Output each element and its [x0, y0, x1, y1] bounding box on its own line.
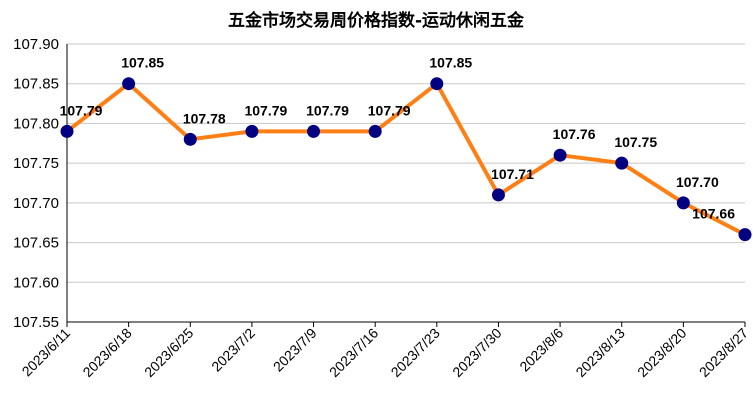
data-label: 107.76 [553, 126, 596, 142]
gridlines [67, 43, 745, 283]
series-polyline [65, 81, 746, 237]
y-tick-label: 107.55 [13, 314, 59, 331]
axes [66, 44, 745, 323]
data-label: 107.78 [183, 110, 226, 126]
data-label: 107.85 [429, 55, 472, 71]
x-tick-label: 2023/8/13 [572, 325, 628, 381]
data-point [553, 148, 567, 162]
x-tick-label: 2023/6/11 [18, 325, 73, 380]
y-axis-ticks: 107.55 107.60 107.65 107.70 107.75 107.80 107.… [13, 36, 59, 331]
y-tick-label: 107.85 [13, 76, 59, 93]
data-point [615, 156, 629, 170]
data-point [183, 132, 197, 146]
y-tick-label: 107.70 [13, 195, 59, 212]
data-label: 107.71 [491, 166, 534, 182]
data-point [307, 124, 321, 138]
data-label: 107.70 [676, 174, 719, 190]
data-point [368, 124, 382, 138]
data-label: 107.79 [244, 102, 287, 118]
x-tick-label: 2023/7/16 [326, 325, 382, 381]
x-tick-label: 2023/6/18 [79, 325, 135, 381]
x-tick-label: 2023/7/2 [208, 325, 258, 375]
x-tick-label: 2023/6/25 [141, 325, 197, 381]
series-points [60, 77, 752, 242]
data-point [245, 124, 259, 138]
data-point [738, 228, 752, 242]
data-labels: 107.79 107.85 107.78 107.79 107.79 107.79 107.… [60, 55, 736, 222]
data-label: 107.79 [306, 102, 349, 118]
y-tick-label: 107.75 [13, 155, 59, 172]
data-point [122, 77, 136, 91]
data-point [60, 124, 74, 138]
x-tick-label: 2023/8/27 [696, 325, 752, 381]
chart-title: 五金市场交易周价格指数-运动休闲五金 [228, 10, 525, 31]
y-tick-label: 107.65 [13, 235, 59, 252]
y-tick-label: 107.80 [13, 115, 59, 132]
data-label: 107.79 [60, 102, 103, 118]
x-tick-label: 2023/7/30 [449, 325, 505, 381]
data-label: 107.66 [692, 206, 735, 222]
x-tick-label: 2023/8/6 [516, 325, 566, 375]
x-axis-ticks: 2023/6/11 2023/6/18 2023/6/25 2023/7/2 2023/… [18, 322, 751, 380]
x-tick-label: 2023/8/20 [634, 325, 690, 381]
y-tick-label: 107.90 [13, 36, 59, 53]
data-label: 107.79 [368, 102, 411, 118]
series-line [65, 81, 746, 237]
data-point [491, 188, 505, 202]
x-tick-label: 2023/7/23 [388, 325, 444, 381]
x-tick-label: 2023/7/9 [270, 325, 320, 375]
data-point [430, 77, 444, 91]
data-point [676, 196, 690, 210]
y-tick-label: 107.60 [13, 274, 59, 291]
data-label: 107.85 [121, 55, 164, 71]
data-label: 107.75 [614, 134, 657, 150]
